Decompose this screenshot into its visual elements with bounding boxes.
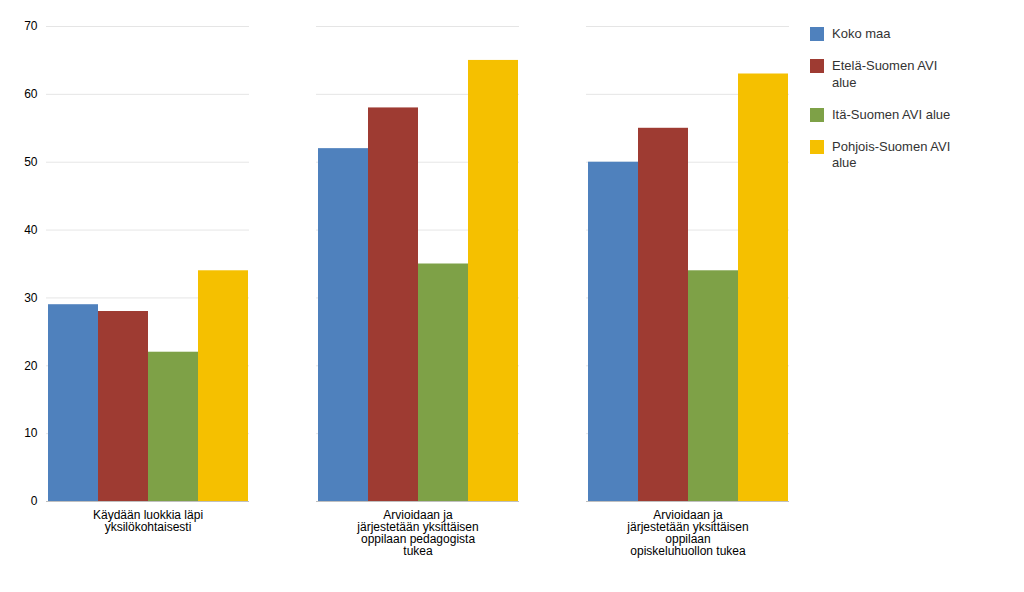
svg-text:0: 0 bbox=[31, 494, 38, 508]
svg-text:70: 70 bbox=[24, 19, 38, 33]
svg-text:Arvioidaan jajärjestetään yksi: Arvioidaan jajärjestetään yksittäisenopp… bbox=[626, 508, 748, 558]
svg-text:60: 60 bbox=[24, 87, 38, 101]
svg-text:40: 40 bbox=[24, 223, 38, 237]
html-text:Etelä-Suomen AVI alue: Etelä-Suomen AVI alue bbox=[832, 58, 938, 90]
html-text:Itä-Suomen AVI alue: Itä-Suomen AVI alue bbox=[832, 106, 951, 122]
svg-text:Käydään luokkia läpiyksilökoht: Käydään luokkia läpiyksilökohtaisesti bbox=[93, 508, 203, 534]
svg-text:10: 10 bbox=[24, 426, 38, 440]
svg-text:30: 30 bbox=[24, 291, 38, 305]
svg-text:Arvioidaan jajärjestetään yksi: Arvioidaan jajärjestetään yksittäisenopp… bbox=[356, 508, 478, 558]
html-text:Koko maa: Koko maa bbox=[832, 26, 891, 41]
svg-text:50: 50 bbox=[24, 155, 38, 169]
html-text:Pohjois-Suomen AVI alue: Pohjois-Suomen AVI alue bbox=[832, 139, 951, 171]
svg-text:20: 20 bbox=[24, 359, 38, 373]
